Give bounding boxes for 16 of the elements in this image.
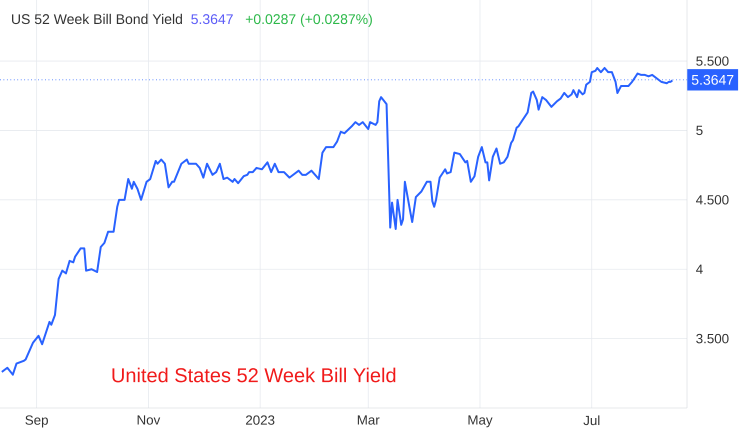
y-tick-label: 5.500: [696, 56, 729, 66]
y-tick-label: 3.500: [696, 334, 729, 344]
y-tick-label: 4: [696, 264, 703, 274]
annotation: United States 52 Week Bill Yield: [112, 368, 396, 382]
x-tick-label: Mar: [358, 415, 380, 425]
x-tick-label: Sep: [25, 415, 48, 428]
text: US 52 Week Bill Bond Yield: [12, 14, 182, 24]
x-tick-label: Nov: [138, 415, 160, 425]
x-tick-label: 2023: [246, 415, 274, 425]
annotation: +0.0287 (+0.0287%): [246, 14, 372, 27]
y-tick-label: 4.500: [696, 195, 729, 205]
x-tick-label: May: [468, 415, 493, 428]
ref-line-label: 5.3647: [692, 74, 734, 85]
x-tick-label: Jul: [583, 415, 600, 426]
annotation: 5.3647: [191, 14, 233, 24]
y-tick-label: 5: [696, 126, 703, 136]
